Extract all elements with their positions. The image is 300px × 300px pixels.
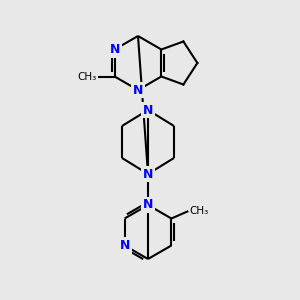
- Text: N: N: [143, 199, 153, 212]
- Text: N: N: [110, 43, 120, 56]
- Text: CH₃: CH₃: [77, 71, 97, 82]
- Text: N: N: [143, 167, 153, 181]
- Text: N: N: [143, 103, 153, 116]
- Text: N: N: [119, 239, 130, 252]
- Text: CH₃: CH₃: [189, 206, 208, 215]
- Text: N: N: [133, 83, 143, 97]
